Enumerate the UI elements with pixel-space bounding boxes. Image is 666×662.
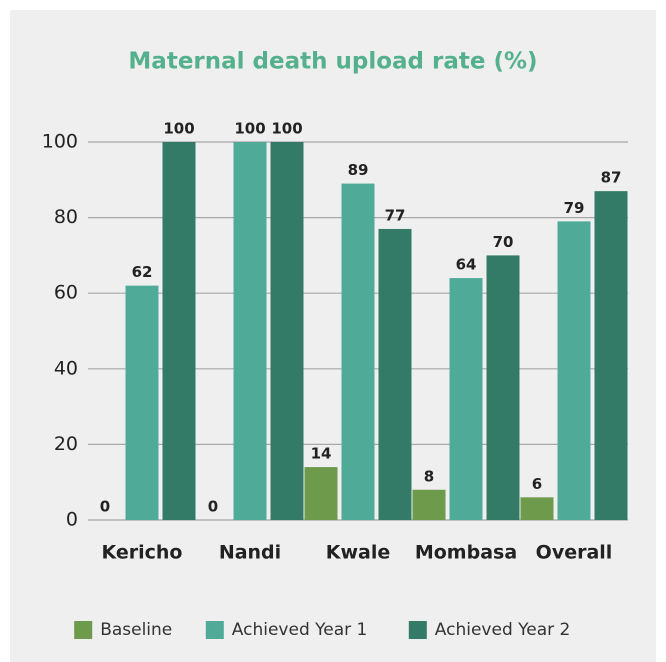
bar (304, 467, 338, 520)
bar (594, 191, 628, 520)
bar (520, 497, 554, 520)
y-tick-label: 20 (54, 433, 78, 455)
chart-title: Maternal death upload rate (%) (128, 49, 537, 75)
data-label: 100 (163, 120, 194, 138)
bar (486, 255, 520, 520)
data-label: 100 (271, 120, 302, 138)
bar (412, 489, 446, 520)
bar (341, 183, 375, 520)
data-label: 70 (493, 233, 514, 251)
bar (378, 228, 412, 520)
chart-background (10, 10, 656, 662)
bar (449, 278, 483, 520)
y-tick-label: 80 (54, 206, 78, 228)
y-tick-label: 0 (66, 509, 78, 531)
bar (557, 221, 591, 520)
legend-swatch (408, 621, 427, 639)
data-label: 79 (564, 199, 585, 217)
legend-label: Baseline (100, 620, 172, 640)
x-tick-label: Overall (536, 542, 613, 564)
x-tick-label: Kericho (101, 542, 182, 564)
x-tick-label: Kwale (326, 542, 391, 564)
bar (270, 142, 304, 520)
legend-label: Achieved Year 1 (232, 620, 368, 640)
data-label: 87 (601, 169, 622, 187)
x-tick-label: Nandi (219, 542, 281, 564)
data-label: 8 (424, 467, 434, 485)
legend-swatch (74, 621, 93, 639)
data-label: 0 (100, 498, 110, 516)
legend-label: Achieved Year 2 (435, 620, 571, 640)
data-label: 100 (234, 120, 265, 138)
bar (233, 142, 267, 520)
y-tick-label: 40 (54, 357, 78, 379)
data-label: 0 (208, 498, 218, 516)
bar (162, 142, 196, 520)
y-tick-label: 100 (42, 131, 78, 153)
bar (125, 285, 159, 520)
x-tick-label: Mombasa (415, 542, 517, 564)
data-label: 62 (132, 263, 153, 281)
data-label: 14 (311, 445, 332, 463)
legend-swatch (205, 621, 224, 639)
data-label: 77 (385, 206, 406, 224)
y-tick-label: 60 (54, 282, 78, 304)
data-label: 89 (348, 161, 369, 179)
data-label: 64 (456, 256, 477, 274)
data-label: 6 (532, 475, 542, 493)
